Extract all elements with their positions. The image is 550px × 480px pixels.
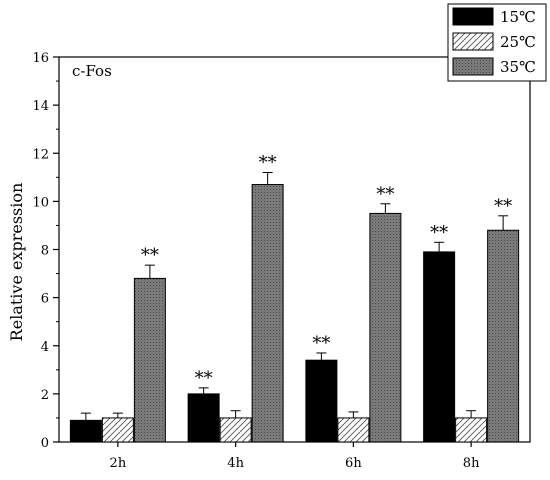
- y-axis: 0 2 4 6 8 10 12 14 16: [32, 51, 59, 451]
- significance-label: **: [376, 184, 394, 205]
- bar: [69, 419, 102, 443]
- bar: [133, 277, 166, 443]
- significance-label: **: [141, 245, 159, 266]
- legend-label: 25℃: [500, 33, 536, 51]
- y-tick-label: 12: [32, 147, 49, 162]
- bars: ** ** ** ** ** ** **: [69, 153, 520, 443]
- x-axis: 2h 4h 6h 8h: [110, 442, 480, 471]
- y-tick-label: 14: [32, 99, 49, 114]
- x-tick-label: 4h: [227, 456, 244, 471]
- legend-label: 15℃: [500, 8, 536, 26]
- y-tick-label: 2: [41, 388, 49, 403]
- y-tick-label: 0: [41, 436, 49, 451]
- y-axis-label: Relative expression: [7, 183, 26, 342]
- bar: [187, 393, 220, 443]
- bar: [487, 229, 520, 443]
- significance-label: **: [195, 368, 213, 389]
- chart-title: c-Fos: [72, 62, 112, 80]
- x-tick-label: 2h: [110, 456, 127, 471]
- significance-label: **: [259, 153, 277, 174]
- significance-label: **: [312, 333, 330, 354]
- bar: [337, 417, 370, 443]
- bar: [423, 251, 456, 443]
- bar: [305, 359, 338, 443]
- legend-swatch: [452, 32, 494, 51]
- y-tick-label: 4: [41, 340, 49, 355]
- bar: [455, 417, 488, 443]
- y-tick-label: 16: [32, 51, 49, 66]
- plot-frame: [58, 56, 531, 443]
- bar: [369, 212, 402, 443]
- legend-label: 35℃: [500, 58, 536, 76]
- y-tick-label: 10: [32, 195, 49, 210]
- x-tick-label: 8h: [463, 456, 480, 471]
- legend: 15℃ 25℃ 35℃: [447, 3, 547, 82]
- significance-label: **: [430, 222, 448, 243]
- bar: [251, 184, 284, 443]
- significance-label: **: [494, 196, 512, 217]
- plot-area: [58, 56, 531, 443]
- bar: [219, 417, 252, 443]
- legend-swatch: [452, 57, 494, 76]
- y-tick-label: 6: [41, 292, 49, 307]
- x-tick-label: 6h: [345, 456, 362, 471]
- y-tick-label: 8: [41, 244, 49, 259]
- legend-swatch: [452, 7, 494, 26]
- bar: [101, 417, 134, 443]
